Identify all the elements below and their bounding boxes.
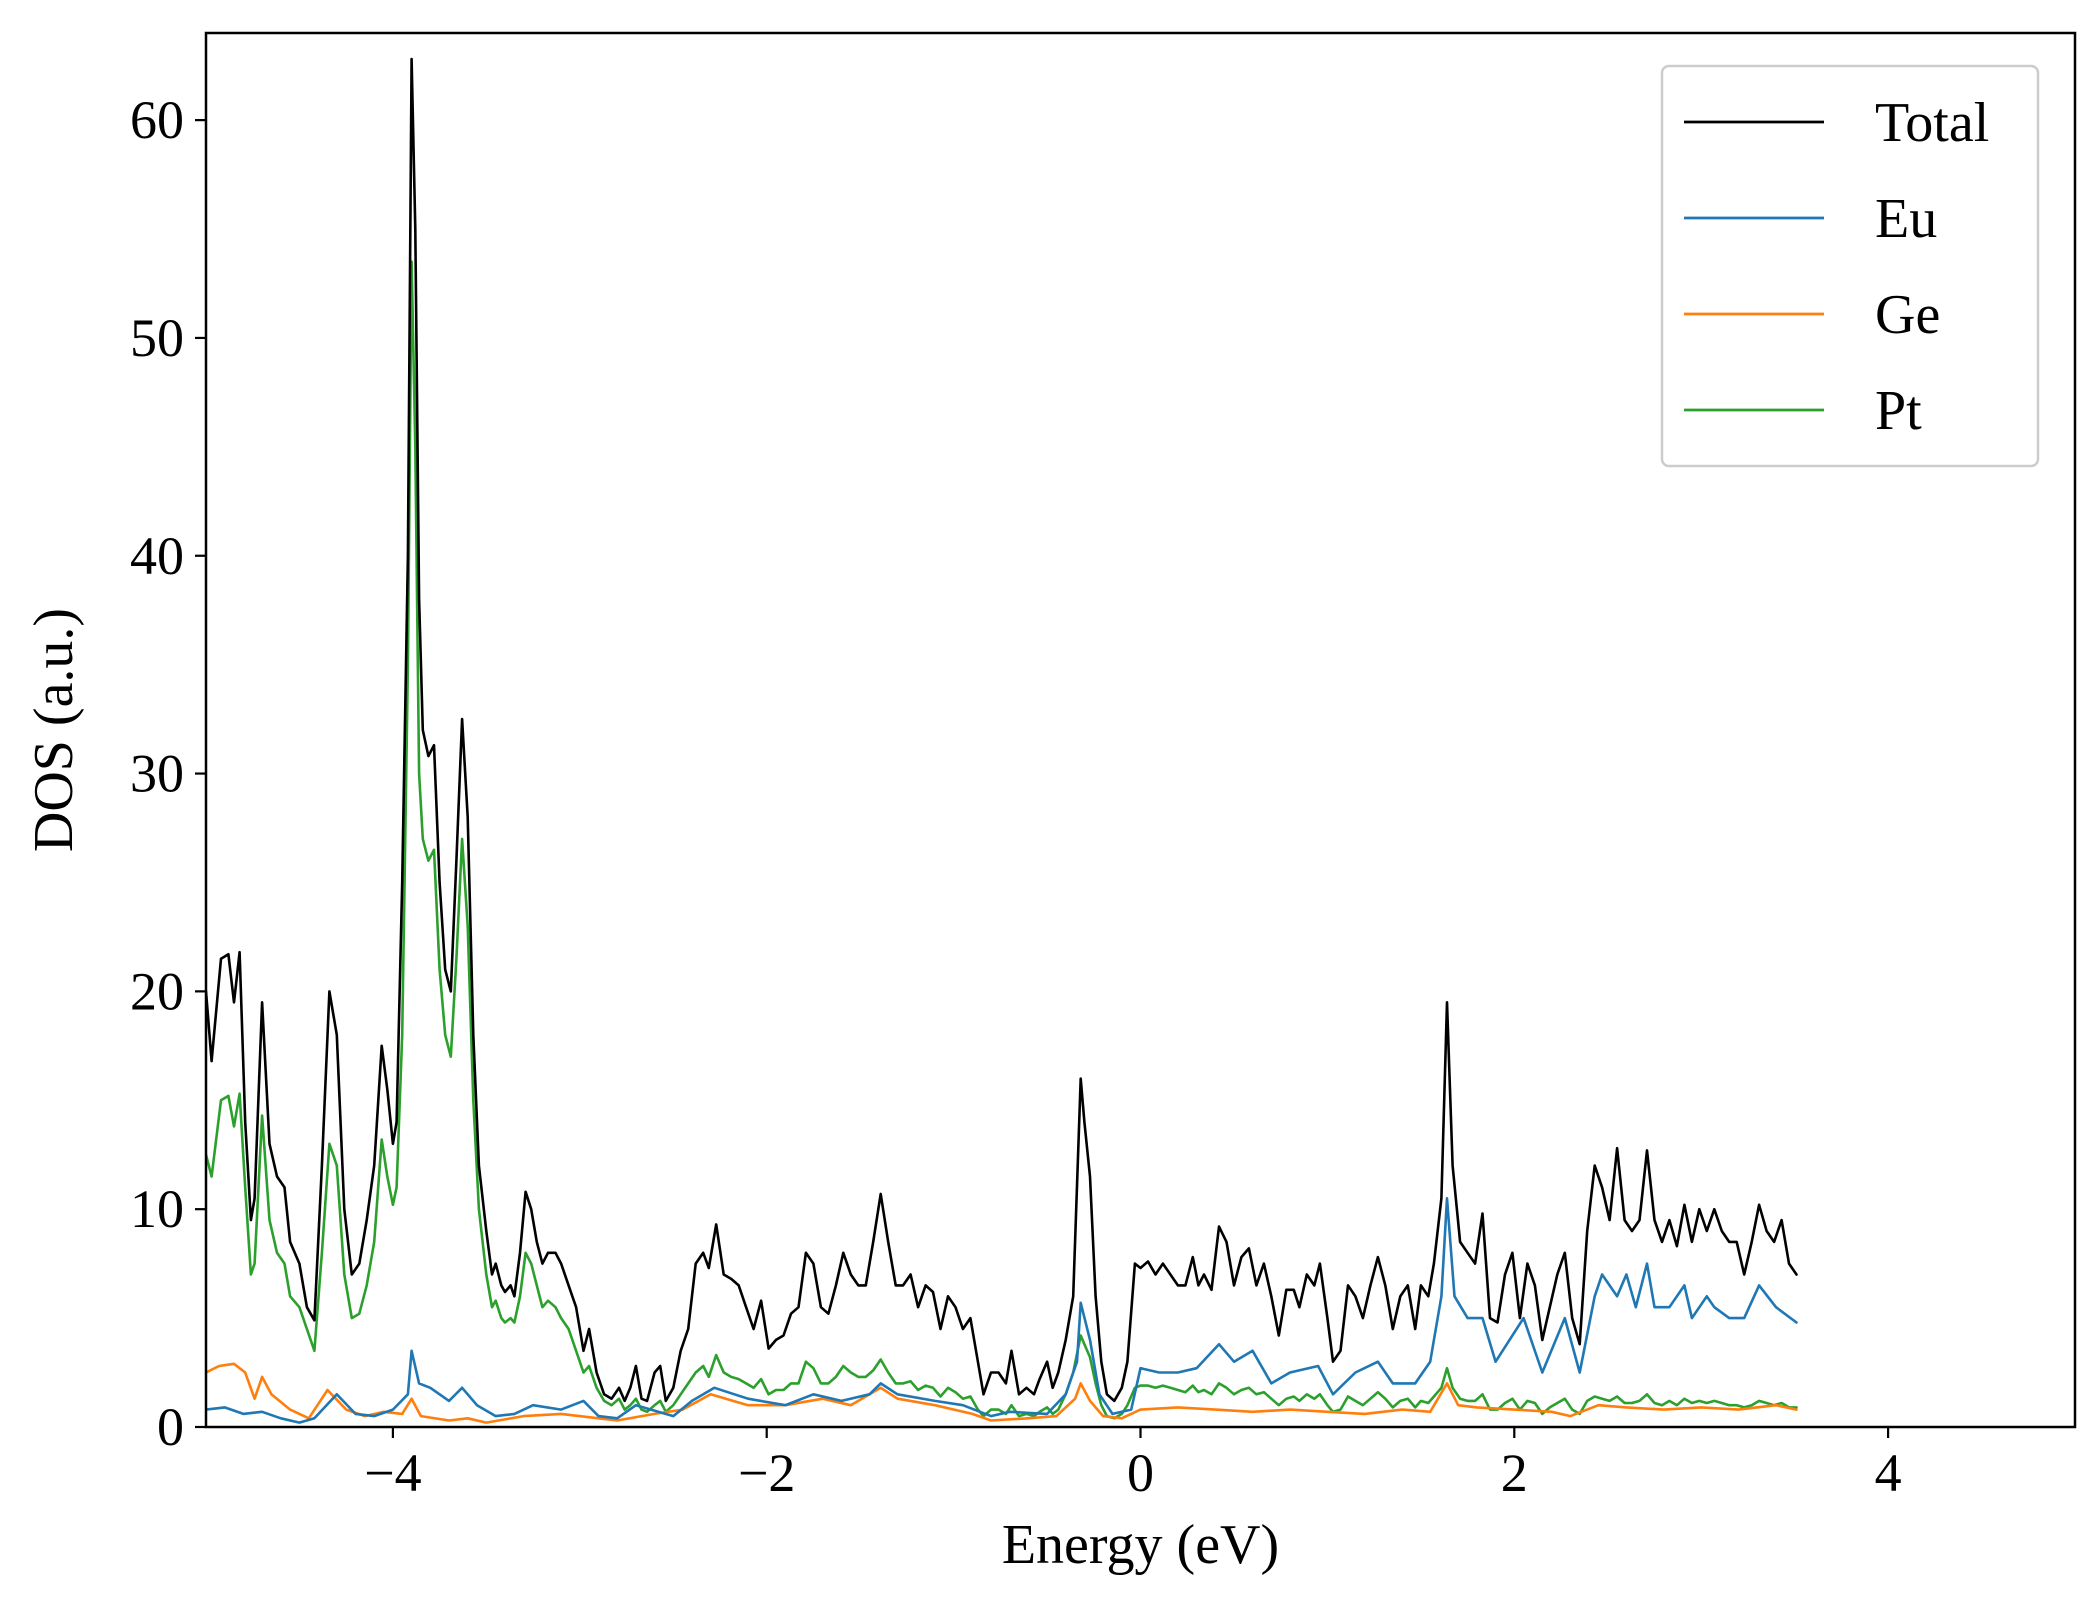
x-axis: −4 −2 0 2 4 [364,1427,1902,1503]
y-tick-label: 60 [130,90,184,150]
legend-label-pt: Pt [1875,380,1922,442]
x-axis-title: Energy (eV) [1002,1514,1279,1576]
legend-label-eu: Eu [1875,188,1937,250]
legend-box [1660,64,2040,468]
series-line-pt [206,260,1798,1420]
x-tick-label: 0 [1127,1443,1154,1503]
y-tick-label: 10 [130,1179,184,1239]
y-axis-title: DOS (a.u.) [23,608,85,852]
y-tick-label: 0 [157,1397,184,1457]
x-tick-label: 2 [1501,1443,1528,1503]
y-tick-label: 40 [130,526,184,586]
y-axis: 0 10 20 30 40 50 60 [130,90,206,1457]
legend-label-ge: Ge [1875,284,1940,346]
x-tick-label: −2 [738,1443,795,1503]
y-tick-label: 20 [130,961,184,1021]
series-lines [206,57,1798,1424]
x-tick-label: −4 [364,1443,421,1503]
series-line-total [206,57,1798,1403]
legend: Total Eu Ge Pt [1660,64,2040,468]
legend-label-total: Total [1875,92,1989,154]
x-tick-label: 4 [1875,1443,1902,1503]
y-tick-label: 30 [130,744,184,804]
y-tick-label: 50 [130,308,184,368]
series-line-eu [206,1197,1798,1424]
